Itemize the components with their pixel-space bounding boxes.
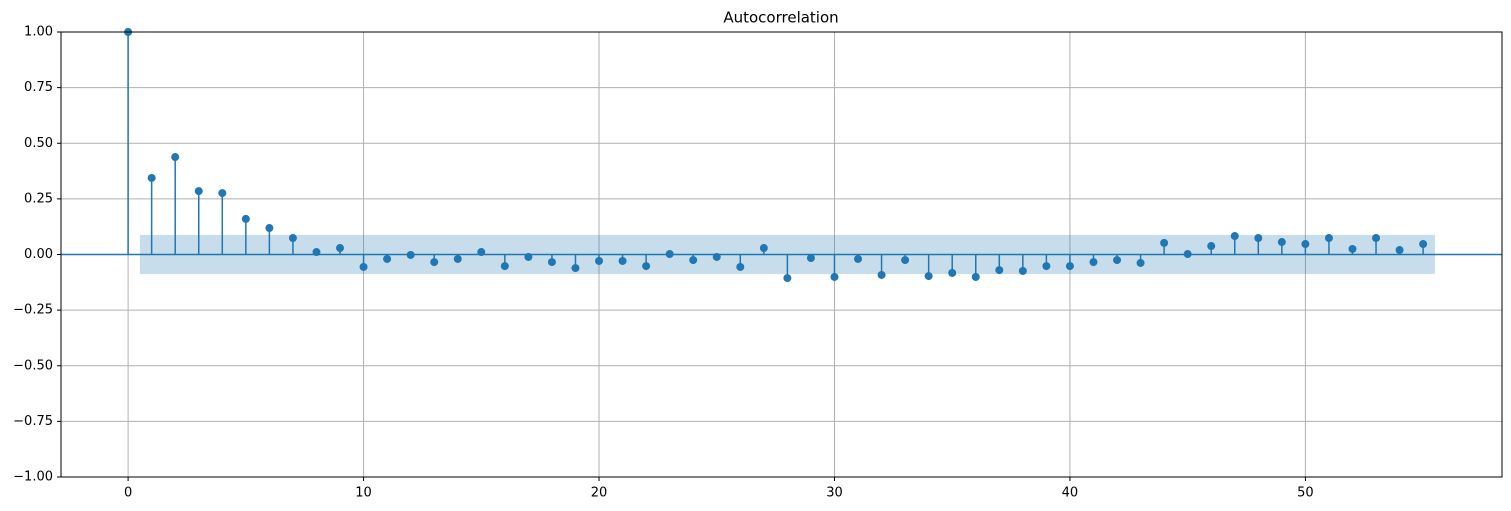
marker bbox=[241, 214, 250, 223]
marker bbox=[336, 244, 345, 253]
marker bbox=[1089, 258, 1098, 267]
marker bbox=[1277, 238, 1286, 247]
plot-frame bbox=[60, 31, 1503, 478]
x-tick-label: 0 bbox=[124, 486, 132, 501]
marker bbox=[571, 264, 580, 273]
marker bbox=[854, 254, 863, 263]
y-tick-label: 0.25 bbox=[24, 191, 53, 206]
marker bbox=[1301, 240, 1310, 249]
marker bbox=[1230, 232, 1239, 241]
marker bbox=[759, 244, 768, 253]
y-tick-label: 1.00 bbox=[24, 25, 53, 40]
marker bbox=[1136, 258, 1145, 267]
marker bbox=[665, 250, 674, 259]
chart-title: Autocorrelation bbox=[723, 9, 838, 27]
marker bbox=[1183, 250, 1192, 259]
marker bbox=[1207, 242, 1216, 251]
marker bbox=[1018, 266, 1027, 275]
marker bbox=[1348, 244, 1357, 253]
y-tick-label: −0.75 bbox=[13, 414, 53, 429]
x-tick-label: 20 bbox=[591, 486, 608, 501]
marker bbox=[783, 274, 792, 283]
y-tick-label: −1.00 bbox=[13, 470, 53, 485]
marker bbox=[406, 250, 415, 259]
marker bbox=[430, 258, 439, 267]
marker bbox=[477, 248, 486, 257]
marker bbox=[1042, 262, 1051, 271]
marker bbox=[642, 262, 651, 271]
x-tick-label: 30 bbox=[826, 486, 843, 501]
y-tick-label: 0.00 bbox=[24, 247, 53, 262]
marker bbox=[1324, 234, 1333, 243]
marker bbox=[1065, 262, 1074, 271]
marker bbox=[147, 173, 156, 182]
y-tick-label: −0.25 bbox=[13, 303, 53, 318]
marker bbox=[383, 254, 392, 263]
marker bbox=[618, 256, 627, 265]
marker bbox=[830, 272, 839, 281]
marker bbox=[1395, 246, 1404, 255]
marker bbox=[312, 248, 321, 257]
marker bbox=[995, 266, 1004, 275]
marker bbox=[877, 270, 886, 279]
marker bbox=[1160, 238, 1169, 247]
marker bbox=[806, 254, 815, 263]
marker bbox=[288, 234, 297, 243]
y-tick-label: 0.50 bbox=[24, 136, 53, 151]
marker bbox=[218, 189, 227, 198]
marker bbox=[265, 224, 274, 233]
marker bbox=[595, 256, 604, 265]
marker bbox=[171, 153, 180, 162]
y-tick-label: 0.75 bbox=[24, 80, 53, 95]
marker bbox=[1372, 234, 1381, 243]
marker bbox=[359, 262, 368, 271]
marker bbox=[924, 272, 933, 281]
marker bbox=[547, 258, 556, 267]
x-tick-label: 10 bbox=[355, 486, 372, 501]
marker bbox=[736, 262, 745, 271]
marker bbox=[689, 256, 698, 265]
x-tick-label: 50 bbox=[1297, 486, 1314, 501]
marker bbox=[1254, 234, 1263, 243]
marker bbox=[712, 252, 721, 261]
marker bbox=[901, 256, 910, 265]
y-tick-label: −0.50 bbox=[13, 358, 53, 373]
marker bbox=[971, 272, 980, 281]
marker bbox=[453, 254, 462, 263]
marker bbox=[1419, 240, 1428, 249]
marker bbox=[948, 268, 957, 277]
marker bbox=[500, 262, 509, 271]
marker bbox=[194, 187, 203, 196]
marker bbox=[524, 252, 533, 261]
x-tick-label: 40 bbox=[1062, 486, 1079, 501]
marker bbox=[1113, 256, 1122, 265]
